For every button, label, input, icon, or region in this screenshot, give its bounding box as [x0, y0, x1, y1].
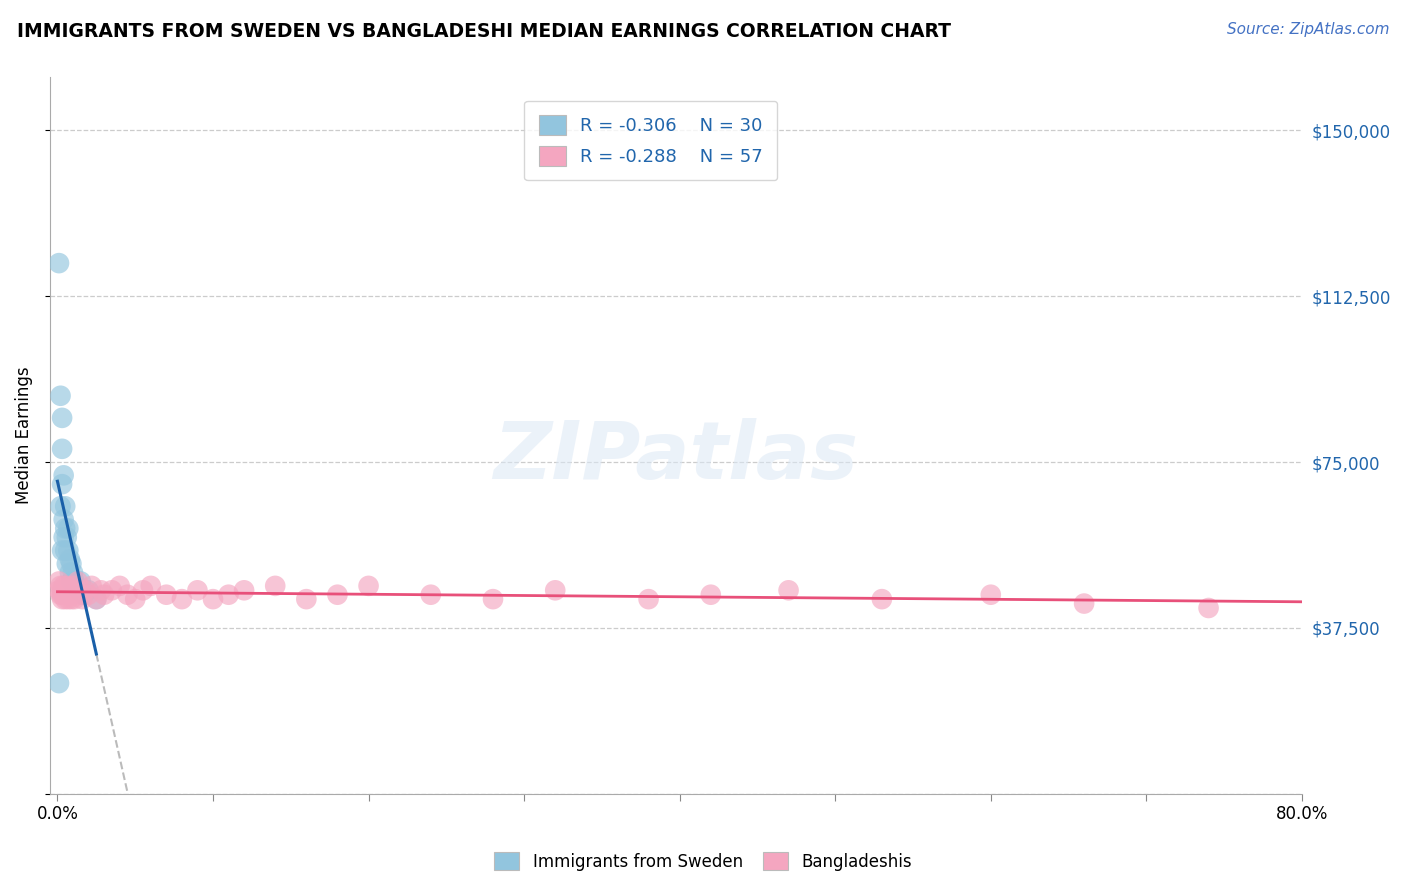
Text: IMMIGRANTS FROM SWEDEN VS BANGLADESHI MEDIAN EARNINGS CORRELATION CHART: IMMIGRANTS FROM SWEDEN VS BANGLADESHI ME… — [17, 22, 950, 41]
Point — [55, 557, 77, 571]
Point — [48, 256, 70, 270]
Point — [139, 579, 162, 593]
Point — [52, 468, 75, 483]
Point — [48, 583, 70, 598]
Point — [62, 579, 84, 593]
Point — [49, 588, 72, 602]
Point — [53, 583, 76, 598]
Point — [55, 579, 77, 593]
Text: Source: ZipAtlas.com: Source: ZipAtlas.com — [1226, 22, 1389, 37]
Point — [73, 588, 96, 602]
Point — [49, 389, 72, 403]
Point — [52, 530, 75, 544]
Point — [72, 592, 94, 607]
Point — [63, 592, 86, 607]
Point — [53, 592, 76, 607]
Point — [80, 579, 103, 593]
Point — [93, 588, 115, 602]
Point — [86, 592, 108, 607]
Point — [58, 521, 80, 535]
Point — [101, 583, 124, 598]
Point — [58, 543, 80, 558]
Point — [48, 574, 70, 589]
Point — [69, 574, 91, 589]
Point — [170, 592, 193, 607]
Point — [51, 592, 73, 607]
Point — [357, 579, 380, 593]
Point — [52, 583, 75, 598]
Point — [52, 512, 75, 526]
Point — [108, 579, 131, 593]
Point — [155, 588, 177, 602]
Point — [132, 583, 155, 598]
Point — [1073, 597, 1095, 611]
Point — [51, 543, 73, 558]
Point — [870, 592, 893, 607]
Point — [75, 583, 97, 598]
Point — [62, 566, 84, 580]
Point — [51, 588, 73, 602]
Point — [53, 543, 76, 558]
Point — [49, 500, 72, 514]
Legend: R = -0.306    N = 30, R = -0.288    N = 57: R = -0.306 N = 30, R = -0.288 N = 57 — [524, 101, 778, 180]
Point — [90, 583, 112, 598]
Point — [48, 676, 70, 690]
Point — [69, 588, 91, 602]
Point — [66, 574, 89, 589]
Point — [51, 583, 73, 598]
Point — [52, 579, 75, 593]
Point — [201, 592, 224, 607]
Point — [186, 583, 208, 598]
Point — [700, 588, 723, 602]
Point — [482, 592, 505, 607]
Point — [295, 592, 318, 607]
Point — [58, 583, 80, 598]
Point — [58, 592, 80, 607]
Point — [60, 557, 83, 571]
Point — [77, 583, 100, 598]
Point — [51, 442, 73, 456]
Text: ZIPatlas: ZIPatlas — [494, 418, 858, 496]
Point — [59, 566, 82, 580]
Point — [53, 500, 76, 514]
Point — [53, 588, 76, 602]
Point — [233, 583, 256, 598]
Point — [62, 583, 84, 598]
Point — [77, 588, 100, 602]
Point — [49, 579, 72, 593]
Point — [55, 530, 77, 544]
Point — [326, 588, 349, 602]
Point — [86, 592, 108, 607]
Point — [264, 579, 287, 593]
Point — [124, 592, 146, 607]
Point — [67, 583, 90, 598]
Point — [419, 588, 441, 602]
Point — [51, 410, 73, 425]
Point — [218, 588, 240, 602]
Point — [980, 588, 1002, 602]
Point — [60, 574, 83, 589]
Point — [63, 574, 86, 589]
Legend: Immigrants from Sweden, Bangladeshis: Immigrants from Sweden, Bangladeshis — [486, 844, 920, 880]
Point — [637, 592, 659, 607]
Point — [60, 592, 83, 607]
Y-axis label: Median Earnings: Median Earnings — [15, 367, 32, 504]
Point — [1198, 601, 1220, 615]
Point — [53, 521, 76, 535]
Point — [65, 583, 87, 598]
Point — [65, 579, 87, 593]
Point — [544, 583, 567, 598]
Point — [59, 588, 82, 602]
Point — [117, 588, 139, 602]
Point — [778, 583, 800, 598]
Point — [59, 552, 82, 566]
Point — [55, 588, 77, 602]
Point — [51, 477, 73, 491]
